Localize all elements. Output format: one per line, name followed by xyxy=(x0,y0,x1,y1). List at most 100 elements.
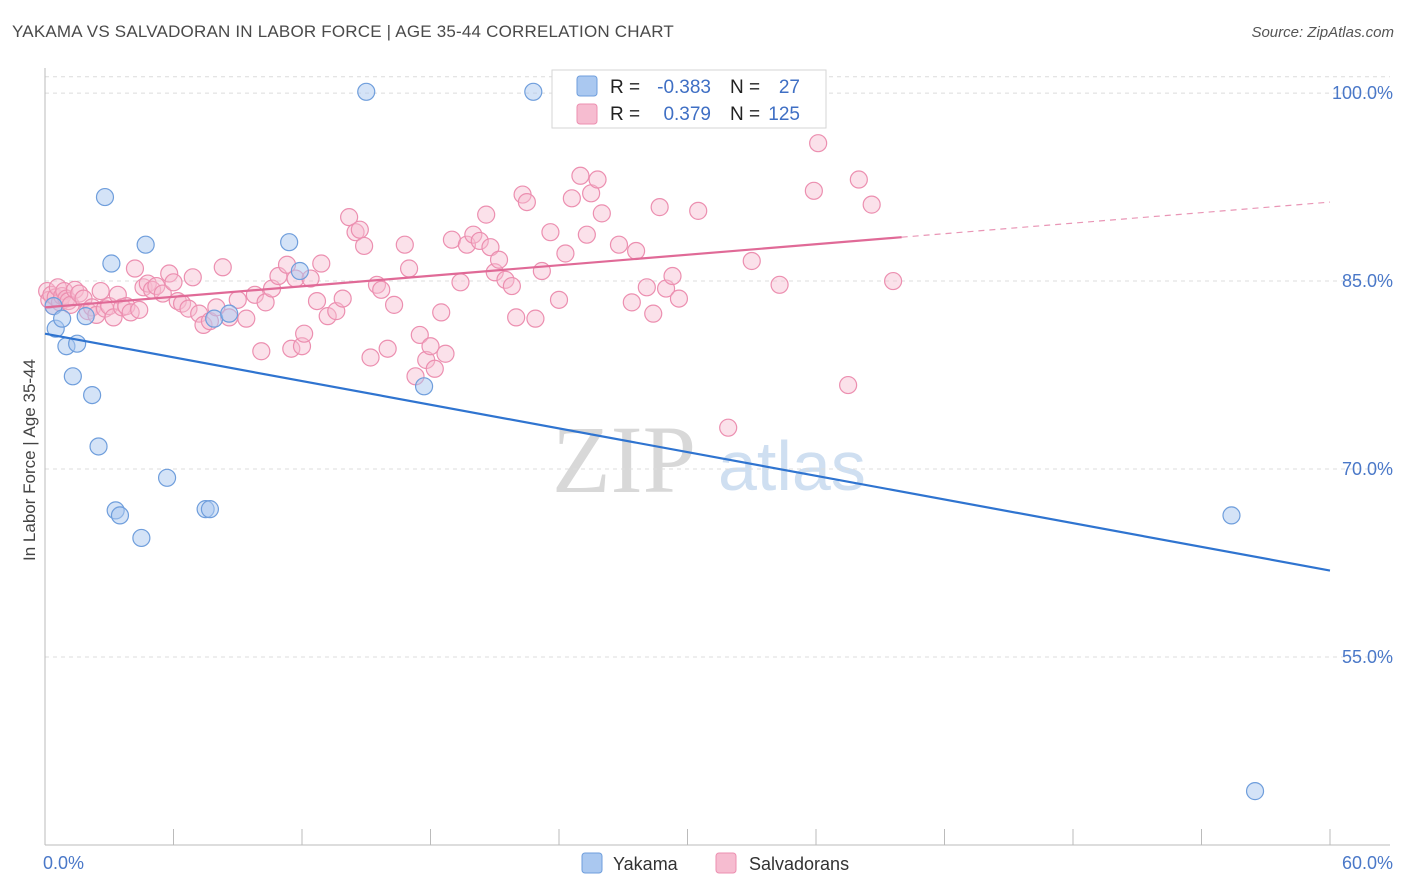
salvadorans-point xyxy=(541,223,560,242)
salvadorans-point xyxy=(91,281,110,301)
salvadorans-point xyxy=(481,238,500,257)
salvadorans-point xyxy=(577,225,596,244)
legend-r-value-yakama: -0.383 xyxy=(657,77,711,98)
salvadorans-point xyxy=(609,235,629,254)
salvadorans-point xyxy=(333,289,352,308)
salvadorans-point xyxy=(432,303,451,322)
salvadorans-point xyxy=(252,342,271,361)
yakama-point xyxy=(290,261,309,281)
salvadorans-point xyxy=(237,309,256,328)
legend-box: R = -0.383 N = 27 R = 0.379 N = 125 xyxy=(551,69,827,129)
salvadorans-point xyxy=(556,244,575,263)
salvadorans-point xyxy=(355,236,374,256)
legend-r-value-salvadorans: 0.379 xyxy=(663,104,711,125)
salvadorans-point xyxy=(213,258,232,277)
yakama-point xyxy=(220,304,239,323)
bottom-legend-swatch-yakama xyxy=(581,852,603,874)
salvadorans-point xyxy=(395,235,414,254)
yakama-point xyxy=(357,82,376,101)
salvadorans-point xyxy=(378,339,397,358)
yakama-point xyxy=(110,506,130,525)
salvadorans-point xyxy=(770,275,789,294)
yakama-point xyxy=(63,367,82,386)
yakama-point xyxy=(280,233,299,252)
bottom-legend-label-salvadorans: Salvadorans xyxy=(749,854,849,874)
salvadorans-point xyxy=(549,290,569,309)
y-tick-label-3: 100.0% xyxy=(1332,83,1393,103)
yakama-point xyxy=(157,468,177,487)
chart-title: YAKAMA VS SALVADORAN IN LABOR FORCE | AG… xyxy=(12,22,675,41)
yakama-point xyxy=(89,437,108,456)
legend-r-label-salvadorans: R = xyxy=(610,104,640,125)
salvadorans-point xyxy=(340,208,359,227)
salvadorans-point xyxy=(526,309,545,328)
yakama-point xyxy=(136,235,155,254)
legend-r-label-yakama: R = xyxy=(610,77,640,98)
yakama-point xyxy=(53,309,72,328)
yakama-point xyxy=(1245,782,1265,801)
salvadorans-point xyxy=(742,251,761,271)
salvadorans-point xyxy=(804,181,823,200)
salvadorans-point xyxy=(571,166,590,185)
y-tick-label-1: 70.0% xyxy=(1342,459,1393,479)
salvadorans-point xyxy=(669,289,689,308)
salvadorans-point xyxy=(502,276,521,296)
salvadorans-point xyxy=(883,271,903,291)
watermark-zip: ZIP xyxy=(552,406,696,513)
salvadorans-point xyxy=(436,344,455,363)
salvadorans-point xyxy=(372,280,391,299)
yakama-point xyxy=(76,307,95,326)
bottom-legend: Yakama Salvadorans xyxy=(581,852,849,874)
yakama-point xyxy=(95,187,115,207)
salvadorans-point xyxy=(663,266,682,286)
salvadorans-point xyxy=(183,268,202,287)
salvadorans-point xyxy=(164,273,183,292)
salvadorans-point xyxy=(477,205,496,224)
x-tick-label-1: 60.0% xyxy=(1342,853,1393,873)
yakama-trend-line xyxy=(44,332,1331,572)
legend-n-value-salvadorans: 125 xyxy=(768,104,800,125)
axes xyxy=(44,68,1390,846)
salvadorans-point xyxy=(588,170,607,189)
yakama-point xyxy=(132,528,151,548)
salvadorans-point xyxy=(507,308,526,327)
source-credit: Source: ZipAtlas.com xyxy=(1251,24,1394,41)
legend-swatch-salvadorans xyxy=(576,103,598,125)
salvadorans-point xyxy=(644,304,663,323)
salvadorans-point xyxy=(809,134,828,153)
yakama-point xyxy=(414,377,434,396)
salvadorans-point xyxy=(160,264,179,283)
yakama-point xyxy=(1222,506,1241,525)
salvadorans-point xyxy=(130,300,149,319)
salvadorans-points xyxy=(38,134,903,437)
salvadorans-point xyxy=(451,273,470,292)
salvadorans-trend-line xyxy=(44,236,902,309)
trend-lines xyxy=(44,201,1331,572)
salvadorans-point xyxy=(622,293,641,312)
watermark-atlas: atlas xyxy=(718,427,866,505)
y-tick-label-2: 85.0% xyxy=(1342,271,1393,291)
salvadorans-point xyxy=(562,189,581,208)
yakama-point xyxy=(83,385,102,405)
yakama-points xyxy=(44,82,1265,801)
salvadorans-point xyxy=(307,292,327,311)
salvadorans-point xyxy=(637,278,656,297)
salvadorans-point xyxy=(592,204,611,223)
salvadorans-point xyxy=(650,198,669,217)
legend-n-value-yakama: 27 xyxy=(779,77,800,98)
salvadorans-point xyxy=(626,241,646,261)
yakama-point xyxy=(200,500,220,519)
gridlines xyxy=(45,76,1390,658)
salvadorans-point xyxy=(425,359,444,378)
salvadorans-point xyxy=(719,418,738,437)
salvadorans-point xyxy=(689,201,708,220)
salvadorans-point xyxy=(147,276,166,296)
salvadorans-point xyxy=(399,259,419,278)
salvadorans-point xyxy=(421,337,440,356)
salvadorans-point xyxy=(410,325,429,345)
salvadorans-trend-extension xyxy=(901,201,1331,238)
salvadorans-point xyxy=(489,250,509,269)
salvadorans-point xyxy=(179,299,198,318)
salvadorans-point xyxy=(350,220,369,239)
